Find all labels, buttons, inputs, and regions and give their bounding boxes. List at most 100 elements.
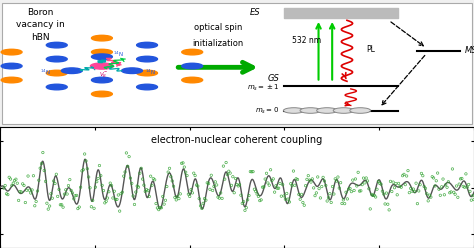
Point — [372, 195, 380, 199]
Point — [314, 175, 321, 179]
Point — [470, 198, 474, 202]
Point — [77, 185, 84, 189]
Point — [294, 178, 301, 182]
Point — [268, 179, 276, 183]
Point — [189, 191, 196, 195]
Point — [275, 186, 283, 190]
Circle shape — [300, 108, 321, 113]
Point — [131, 203, 138, 207]
Point — [12, 177, 20, 181]
Circle shape — [137, 42, 157, 48]
Point — [381, 202, 389, 206]
Text: hBN: hBN — [31, 33, 50, 42]
Circle shape — [91, 63, 113, 69]
Point — [225, 169, 233, 173]
Point — [19, 182, 27, 186]
Point — [64, 192, 71, 196]
Point — [83, 167, 91, 171]
Point — [267, 168, 274, 172]
Point — [329, 185, 337, 188]
Text: optical spin: optical spin — [194, 24, 242, 32]
Point — [23, 188, 30, 192]
Point — [318, 185, 326, 188]
Point — [98, 183, 106, 187]
Point — [5, 175, 13, 179]
Point — [355, 170, 362, 174]
Point — [66, 178, 73, 182]
Point — [209, 188, 217, 192]
FancyBboxPatch shape — [2, 2, 472, 124]
Point — [88, 205, 95, 209]
Point — [361, 181, 369, 185]
Point — [163, 185, 171, 188]
Point — [379, 189, 386, 193]
Point — [70, 197, 78, 201]
Point — [453, 184, 460, 188]
Point — [261, 177, 269, 181]
Point — [464, 185, 471, 189]
Text: PL: PL — [366, 45, 375, 54]
Point — [34, 189, 41, 193]
Point — [39, 151, 46, 155]
Point — [222, 160, 230, 164]
Point — [85, 175, 92, 179]
Point — [206, 187, 214, 191]
Point — [245, 193, 253, 197]
Point — [466, 189, 474, 193]
Point — [368, 192, 375, 196]
Point — [233, 183, 241, 186]
Point — [194, 184, 201, 188]
Point — [271, 190, 278, 194]
Point — [296, 197, 304, 201]
Point — [363, 176, 370, 180]
Circle shape — [61, 68, 82, 73]
Point — [221, 177, 228, 181]
Point — [81, 152, 89, 156]
Point — [424, 199, 432, 203]
Point — [447, 190, 455, 194]
Circle shape — [1, 77, 22, 83]
Point — [428, 175, 436, 179]
Point — [150, 177, 157, 181]
Point — [265, 183, 273, 187]
Point — [435, 187, 443, 191]
Point — [100, 188, 107, 192]
Point — [144, 189, 152, 193]
Circle shape — [91, 91, 112, 97]
Circle shape — [46, 84, 67, 90]
Point — [439, 177, 447, 181]
Point — [415, 189, 422, 193]
Point — [385, 208, 393, 212]
Point — [333, 179, 340, 183]
Point — [181, 165, 188, 169]
Point — [337, 181, 345, 185]
Point — [217, 191, 225, 195]
Point — [350, 188, 358, 192]
Point — [376, 181, 383, 185]
Point — [168, 179, 176, 183]
Point — [110, 189, 118, 193]
Point — [11, 179, 18, 183]
Point — [403, 174, 410, 178]
Point — [342, 190, 350, 194]
Point — [396, 184, 404, 188]
Point — [240, 200, 247, 204]
Point — [97, 174, 105, 178]
Point — [72, 194, 79, 198]
Point — [461, 185, 468, 189]
Point — [450, 190, 457, 194]
Point — [457, 177, 465, 181]
Point — [64, 184, 72, 187]
Point — [320, 179, 328, 183]
Point — [229, 175, 237, 179]
Point — [232, 177, 239, 181]
Circle shape — [333, 108, 354, 113]
Point — [371, 193, 378, 197]
Point — [141, 189, 149, 193]
Point — [364, 179, 371, 183]
Point — [143, 188, 150, 192]
Point — [467, 198, 474, 202]
Text: vacancy in: vacancy in — [16, 20, 64, 29]
Point — [45, 207, 52, 211]
Circle shape — [137, 56, 157, 62]
